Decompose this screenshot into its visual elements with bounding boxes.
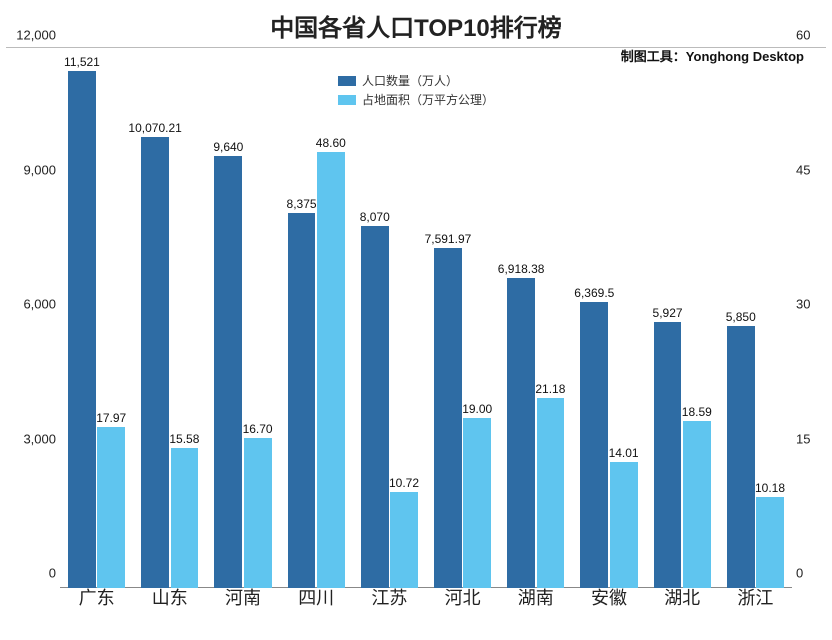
ytick-left: 12,000 xyxy=(10,28,56,43)
bar-area: 21.18 xyxy=(537,398,565,588)
ytick-right: 30 xyxy=(796,297,822,312)
bar-area: 17.97 xyxy=(97,427,125,588)
ytick-right: 45 xyxy=(796,162,822,177)
ytick-right: 0 xyxy=(796,566,822,581)
bar-population: 11,521 xyxy=(68,71,96,588)
bar-group: 山东10,070.2115.58 xyxy=(133,50,206,588)
bar-value-label: 6,369.5 xyxy=(554,286,634,300)
bar-population: 6,369.5 xyxy=(580,302,608,588)
ytick-left: 6,000 xyxy=(10,297,56,312)
ytick-left: 9,000 xyxy=(10,162,56,177)
plot-area: 03,0006,0009,00012,000015304560广东11,5211… xyxy=(60,50,792,588)
bar-value-label: 9,640 xyxy=(188,140,268,154)
bar-area: 15.58 xyxy=(171,448,199,588)
bar-value-label: 8,070 xyxy=(335,210,415,224)
bar-population: 5,850 xyxy=(727,326,755,588)
bar-group: 湖南6,918.3821.18 xyxy=(499,50,572,588)
ytick-left: 3,000 xyxy=(10,431,56,446)
bar-area: 14.01 xyxy=(610,462,638,588)
chart-title: 中国各省人口TOP10排行榜 xyxy=(6,0,826,48)
bar-population: 7,591.97 xyxy=(434,248,462,588)
bar-value-label: 10.18 xyxy=(730,481,810,495)
bar-population: 8,375 xyxy=(288,213,316,588)
bar-area: 18.59 xyxy=(683,421,711,588)
bar-value-label: 7,591.97 xyxy=(408,232,488,246)
chart-area: 03,0006,0009,00012,000015304560广东11,5211… xyxy=(60,50,792,610)
bar-group: 河北7,591.9719.00 xyxy=(426,50,499,588)
ytick-left: 0 xyxy=(10,566,56,581)
bar-population: 5,927 xyxy=(654,322,682,588)
bar-area: 19.00 xyxy=(463,418,491,588)
bar-value-label: 11,521 xyxy=(42,55,122,69)
bar-population: 10,070.21 xyxy=(141,137,169,588)
bar-group: 河南9,64016.70 xyxy=(206,50,279,588)
bar-population: 8,070 xyxy=(361,226,389,588)
bar-population: 6,918.38 xyxy=(507,278,535,588)
bar-area: 16.70 xyxy=(244,438,272,588)
ytick-right: 15 xyxy=(796,431,822,446)
bar-area: 10.72 xyxy=(390,492,418,588)
bar-population: 9,640 xyxy=(214,156,242,588)
ytick-right: 60 xyxy=(796,28,822,43)
bar-group: 四川8,37548.60 xyxy=(280,50,353,588)
bar-value-label: 10,070.21 xyxy=(115,121,195,135)
bar-area: 10.18 xyxy=(756,497,784,588)
bar-value-label: 5,850 xyxy=(701,310,781,324)
bar-value-label: 6,918.38 xyxy=(481,262,561,276)
bar-group: 江苏8,07010.72 xyxy=(353,50,426,588)
bar-value-label: 5,927 xyxy=(628,306,708,320)
bar-group: 浙江5,85010.18 xyxy=(719,50,792,588)
